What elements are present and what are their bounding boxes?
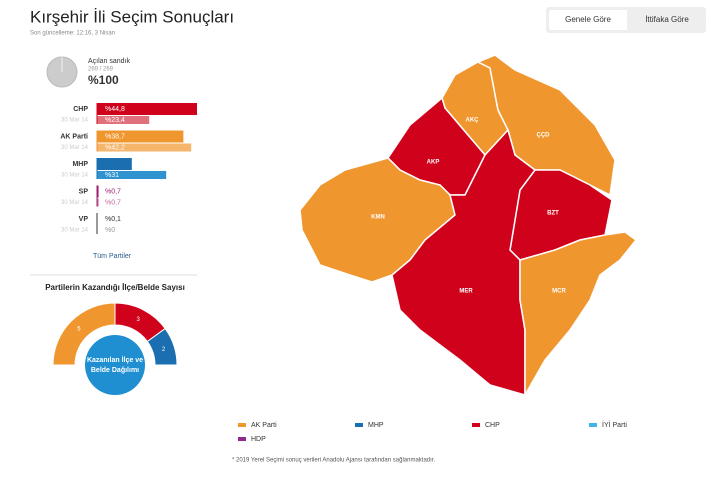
tab[interactable]: İttifaka Göre: [645, 15, 689, 24]
legend-label: AK Parti: [251, 422, 277, 429]
legend-label: CHP: [485, 422, 500, 429]
tab[interactable]: Genele Göre: [565, 15, 611, 24]
previous-date: 30 Mar 14: [61, 200, 89, 206]
district-label: KMN: [371, 215, 385, 221]
district-label: BZT: [547, 211, 559, 217]
previous-date: 30 Mar 14: [61, 173, 89, 179]
legend-swatch: [238, 437, 246, 441]
legend-label: HDP: [251, 436, 266, 443]
party-rows: CHP 30 Mar 14 %44,8 %23,4 AK Parti 30 Mar 14%…: [60, 103, 197, 234]
district-label: AKP: [427, 160, 440, 166]
legend-swatch: [589, 423, 597, 427]
legend-swatch: [238, 423, 246, 427]
previous-label: %23,4: [105, 117, 125, 124]
district-label: AKÇ: [466, 118, 480, 124]
district-map: [300, 55, 636, 395]
vote-label: %44,8: [105, 106, 125, 113]
district[interactable]: [520, 232, 636, 395]
donut-title: Partilerin Kazandığı İlçe/Belde Sayısı: [45, 283, 185, 292]
previous-date: 30 Mar 14: [61, 228, 89, 234]
legend-swatch: [472, 423, 480, 427]
party-name: CHP: [73, 106, 88, 113]
party-name: SP: [79, 188, 89, 195]
previous-date: 30 Mar 14: [61, 145, 89, 151]
previous-label: %0,7: [105, 199, 121, 206]
footnote: * 2019 Yerel Seçimi sonuç verileri Anado…: [232, 458, 435, 464]
vote-label: %38,7: [105, 133, 125, 140]
previous-label: %0: [105, 227, 115, 234]
legend: AK Parti MHP CHP İYİ Parti HDP: [238, 420, 627, 443]
district-label: ÇÇD: [537, 133, 551, 139]
vote-label: %15,6: [105, 161, 125, 168]
district-label: MER: [459, 289, 473, 295]
all-parties-link[interactable]: Tüm Partiler: [93, 253, 132, 260]
distribution-button[interactable]: [85, 335, 145, 395]
ballot-label: Açılan sandık: [88, 58, 131, 65]
party-name: MHP: [72, 161, 88, 168]
vote-label: %0,7: [105, 188, 121, 195]
updated-time: Son güncelleme: 12:16, 3 Nisan: [30, 31, 115, 37]
legend-swatch: [355, 423, 363, 427]
legend-label: MHP: [368, 422, 384, 429]
legend-label: İYİ Parti: [602, 420, 627, 429]
district-label: MCR: [552, 289, 566, 295]
previous-label: %42,2: [105, 144, 125, 151]
party-name: AK Parti: [60, 133, 88, 140]
ballot-count: 269 / 269: [88, 67, 114, 73]
party-name: VP: [79, 216, 89, 223]
ballot-percent: %100: [88, 73, 119, 87]
vote-label: %0,1: [105, 216, 121, 223]
previous-label: %31: [105, 172, 119, 179]
previous-date: 30 Mar 14: [61, 118, 89, 124]
page-title: Kırşehir İli Seçim Sonuçları: [30, 7, 234, 26]
